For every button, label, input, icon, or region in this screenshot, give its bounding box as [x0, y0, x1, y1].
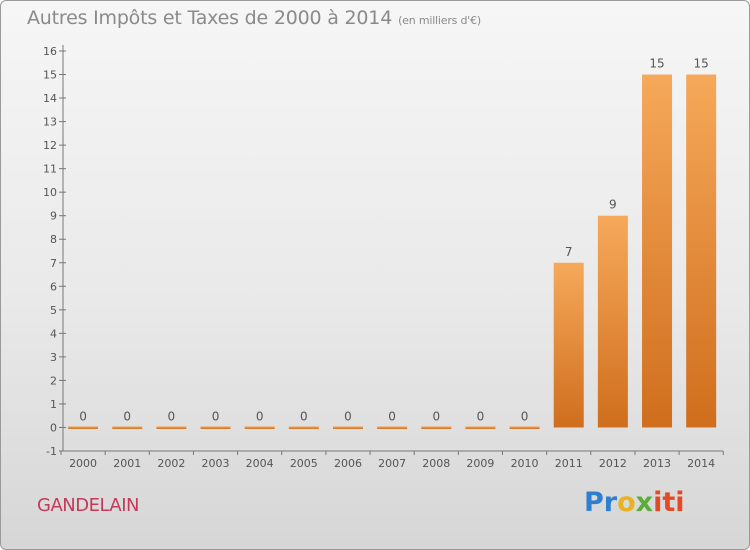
bar-2008	[421, 426, 452, 429]
data-label-2000: 0	[79, 409, 87, 423]
bar-2003	[200, 426, 231, 429]
data-label-2010: 0	[521, 409, 529, 423]
y-tick-label: 7	[50, 257, 57, 270]
y-tick-label: 2	[50, 374, 57, 387]
bar-2012	[597, 215, 628, 428]
data-label-2014: 15	[694, 57, 709, 71]
bar-2014	[686, 74, 717, 428]
proxiti-logo: Proxiti	[584, 487, 685, 518]
x-tick-label-2012: 2012	[599, 457, 627, 470]
chart-title: Autres Impôts et Taxes de 2000 à 2014 (en…	[27, 7, 481, 29]
y-tick-label: -1	[46, 445, 57, 458]
x-tick-label-2010: 2010	[511, 457, 539, 470]
bar-2000	[68, 426, 99, 429]
data-label-2006: 0	[344, 409, 352, 423]
y-tick-label: 1	[50, 398, 57, 411]
data-label-2001: 0	[123, 409, 131, 423]
logo-part-3: x	[635, 487, 654, 518]
bar-2009	[465, 426, 496, 429]
logo-part-4: iti	[653, 487, 685, 518]
bar-2007	[377, 426, 408, 429]
y-tick-label: 10	[43, 186, 57, 199]
data-label-2013: 15	[649, 57, 664, 71]
bar-2010	[509, 426, 540, 429]
x-tick-label-2014: 2014	[687, 457, 715, 470]
y-tick-label: 14	[43, 92, 57, 105]
x-tick-label-2005: 2005	[290, 457, 318, 470]
bar-2006	[332, 426, 363, 429]
y-tick-label: 3	[50, 351, 57, 364]
y-tick-label: 5	[50, 304, 57, 317]
y-tick-label: 16	[43, 45, 57, 58]
data-label-2012: 9	[609, 198, 617, 212]
y-tick-label: 13	[43, 116, 57, 129]
bar-2001	[112, 426, 143, 429]
bar-2002	[156, 426, 187, 429]
chart-title-text: Autres Impôts et Taxes de 2000 à 2014	[27, 7, 393, 29]
y-tick-label: 11	[43, 163, 57, 176]
bar-2011	[553, 262, 584, 428]
logo-part-2: o	[617, 487, 636, 518]
data-label-2011: 7	[565, 245, 573, 259]
labels-group: 0 2000 0 2001 0 2002 0 2003 0 2004 0 2005 0 2006 0 2007…	[69, 57, 715, 470]
data-label-2002: 0	[168, 409, 176, 423]
bars-group	[68, 74, 717, 429]
data-label-2003: 0	[212, 409, 220, 423]
x-tick-label-2008: 2008	[422, 457, 450, 470]
x-tick-label-2009: 2009	[466, 457, 494, 470]
x-tick-label-2004: 2004	[246, 457, 274, 470]
data-label-2004: 0	[256, 409, 264, 423]
data-label-2009: 0	[477, 409, 485, 423]
x-tick-label-2003: 2003	[202, 457, 230, 470]
x-tick-label-2006: 2006	[334, 457, 362, 470]
commune-name: GANDELAIN	[37, 495, 140, 516]
logo-part-1: Pr	[584, 487, 618, 518]
bar-2005	[288, 426, 319, 429]
data-label-2007: 0	[388, 409, 396, 423]
bar-2013	[642, 74, 673, 428]
data-label-2005: 0	[300, 409, 308, 423]
y-tick-label: 9	[50, 210, 57, 223]
data-label-2008: 0	[432, 409, 440, 423]
y-tick-label: 6	[50, 280, 57, 293]
y-tick-label: 4	[50, 327, 57, 340]
y-tick-label: 12	[43, 139, 57, 152]
y-tick-label: 0	[50, 421, 57, 434]
y-tick-label: 15	[43, 69, 57, 82]
bar-2004	[244, 426, 275, 429]
x-tick-label-2007: 2007	[378, 457, 406, 470]
x-tick-label-2011: 2011	[555, 457, 583, 470]
x-tick-label-2002: 2002	[157, 457, 185, 470]
chart-subtitle: (en milliers d'€)	[398, 14, 481, 27]
x-tick-label-2000: 2000	[69, 457, 97, 470]
x-tick-label-2001: 2001	[113, 457, 141, 470]
y-tick-label: 8	[50, 233, 57, 246]
x-tick-label-2013: 2013	[643, 457, 671, 470]
